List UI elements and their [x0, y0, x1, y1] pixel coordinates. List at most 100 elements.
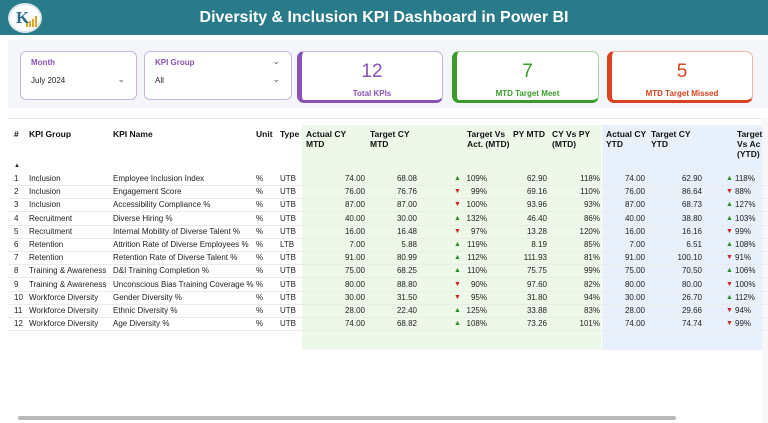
table-cell-p: 97%	[470, 226, 487, 236]
kpi-group-slicer[interactable]: KPI Group ⌄ All ⌄	[144, 51, 292, 100]
table-cell-yp: 100%	[735, 279, 756, 289]
table-cell-u: %	[256, 279, 264, 289]
sort-ascending-icon[interactable]: ▲	[14, 163, 20, 169]
ytd-highlight	[602, 125, 762, 350]
table-cell-tg: 88.80	[396, 279, 417, 289]
table-edge	[762, 118, 768, 423]
arrow-down-icon: ▼	[726, 254, 733, 262]
col-header-kpi-name[interactable]: KPI Name	[113, 129, 153, 139]
row-divider	[8, 290, 768, 292]
table-cell-yp: 108%	[735, 240, 756, 249]
month-slicer-value[interactable]: July 2024	[31, 76, 66, 85]
horizontal-scrollbar[interactable]	[18, 416, 676, 420]
col-header-target-vs-act-ytd[interactable]: Target Vs Ac (YTD)	[737, 129, 763, 159]
table-cell-a: 7.00	[349, 240, 365, 249]
table-cell-p: 112%	[467, 253, 487, 263]
row-divider	[8, 237, 768, 239]
row-divider	[8, 264, 768, 266]
table-cell-t: UTB	[280, 200, 296, 210]
table-cell-k: Internal Mobility of Diverse Talent %	[113, 226, 241, 236]
chevron-down-icon[interactable]: ⌄	[272, 74, 280, 84]
table-cell-k: Diverse Hiring %	[113, 213, 173, 223]
col-header-cy-vs-py-mtd[interactable]: CY Vs PY (MTD)	[552, 129, 590, 149]
table-cell-c: 94%	[583, 292, 600, 302]
col-header-actual-cy-ytd[interactable]: Actual CY YTD	[606, 129, 646, 149]
table-cell-g: Recruitment	[29, 226, 73, 236]
table-cell-ya: 87.00	[624, 200, 645, 210]
table-cell-p: 125%	[466, 306, 487, 315]
table-cell-n: 3	[14, 200, 19, 210]
chevron-down-icon[interactable]: ⌄	[272, 56, 280, 66]
kpi-group-slicer-value[interactable]: All	[155, 76, 164, 85]
table-cell-yp: 118%	[735, 174, 755, 183]
row-divider	[8, 317, 768, 318]
table-cell-n: 6	[14, 240, 19, 249]
table-cell-ya: 16.00	[624, 226, 645, 236]
table-cell-u: %	[256, 213, 264, 223]
col-header-target-cy-mtd[interactable]: Target CY MTD	[370, 129, 410, 149]
col-header-actual-cy-mtd[interactable]: Actual CY MTD	[306, 129, 346, 149]
table-cell-tg: 30.00	[396, 213, 417, 223]
table-cell-py: 69.16	[526, 187, 547, 197]
table-cell-ya: 74.00	[624, 174, 645, 183]
table-cell-a: 16.00	[344, 226, 365, 236]
table-cell-g: Inclusion	[29, 174, 61, 183]
table-cell-p: 100%	[466, 200, 487, 210]
table-cell-py: 8.19	[531, 240, 547, 249]
table-cell-t: UTB	[280, 319, 296, 329]
table-cell-t: UTB	[280, 213, 296, 223]
title-bar	[0, 0, 768, 35]
col-header-kpi-group[interactable]: KPI Group	[29, 129, 72, 139]
table-cell-yp: 94%	[735, 306, 752, 315]
col-header-target-vs-act-mtd[interactable]: Target Vs Act. (MTD)	[467, 129, 510, 149]
table-cell-yp: 112%	[735, 292, 755, 302]
col-header-type[interactable]: Type	[280, 129, 300, 139]
col-header-num[interactable]: #	[14, 129, 19, 139]
table-cell-g: Retention	[29, 253, 64, 263]
table-cell-t: UTB	[280, 279, 296, 289]
table-cell-yp: 99%	[735, 226, 752, 236]
arrow-down-icon: ▼	[726, 227, 733, 235]
table-cell-ya: 75.00	[624, 266, 645, 276]
table-cell-py: 31.80	[526, 292, 547, 302]
table-cell-g: Inclusion	[29, 200, 61, 210]
table-cell-yt: 16.16	[681, 226, 702, 236]
month-slicer[interactable]: Month July 2024 ⌄	[20, 51, 137, 100]
row-divider	[8, 330, 768, 332]
table-cell-k: D&I Training Completion %	[113, 266, 210, 276]
col-header-unit[interactable]: Unit	[256, 129, 273, 139]
row-divider	[8, 251, 768, 252]
table-cell-yt: 26.70	[681, 292, 702, 302]
table-cell-c: 110%	[580, 187, 600, 197]
col-header-py-mtd[interactable]: PY MTD	[513, 129, 545, 139]
col-header-target-cy-ytd[interactable]: Target CY YTD	[651, 129, 691, 149]
row-divider	[8, 224, 768, 226]
mtd-target-missed-value: 5	[676, 61, 688, 82]
table-cell-g: Workforce Diversity	[29, 319, 99, 329]
table-cell-t: UTB	[280, 266, 296, 276]
table-cell-n: 8	[14, 266, 19, 276]
table-cell-tg: 68.25	[396, 266, 417, 276]
table-cell-yt: 62.90	[681, 174, 702, 183]
table-cell-py: 93.96	[526, 200, 547, 210]
chevron-down-icon[interactable]: ⌄	[117, 74, 125, 84]
table-cell-ya: 40.00	[624, 213, 645, 223]
table-cell-u: %	[256, 292, 264, 302]
table-cell-c: 81%	[583, 253, 600, 263]
table-cell-g: Training & Awareness	[29, 266, 107, 276]
table-cell-g: Workforce Diversity	[29, 292, 99, 302]
table-cell-py: 33.88	[526, 306, 547, 315]
table-cell-u: %	[256, 266, 264, 276]
table-cell-u: %	[256, 187, 264, 197]
table-cell-k: Retention Rate of Diverse Talent %	[113, 253, 238, 263]
table-cell-a: 91.00	[344, 253, 365, 263]
arrow-up-icon: ▲	[454, 214, 461, 222]
table-cell-t: UTB	[280, 306, 296, 315]
arrow-up-icon: ▲	[726, 267, 733, 275]
table-cell-k: Gender Diversity %	[113, 292, 182, 302]
table-cell-c: 85%	[583, 240, 600, 249]
table-cell-yt: 70.50	[681, 266, 702, 276]
table-cell-py: 75.75	[526, 266, 547, 276]
arrow-up-icon: ▲	[726, 214, 733, 222]
table-cell-k: Attrition Rate of Diverse Employees %	[113, 240, 249, 249]
